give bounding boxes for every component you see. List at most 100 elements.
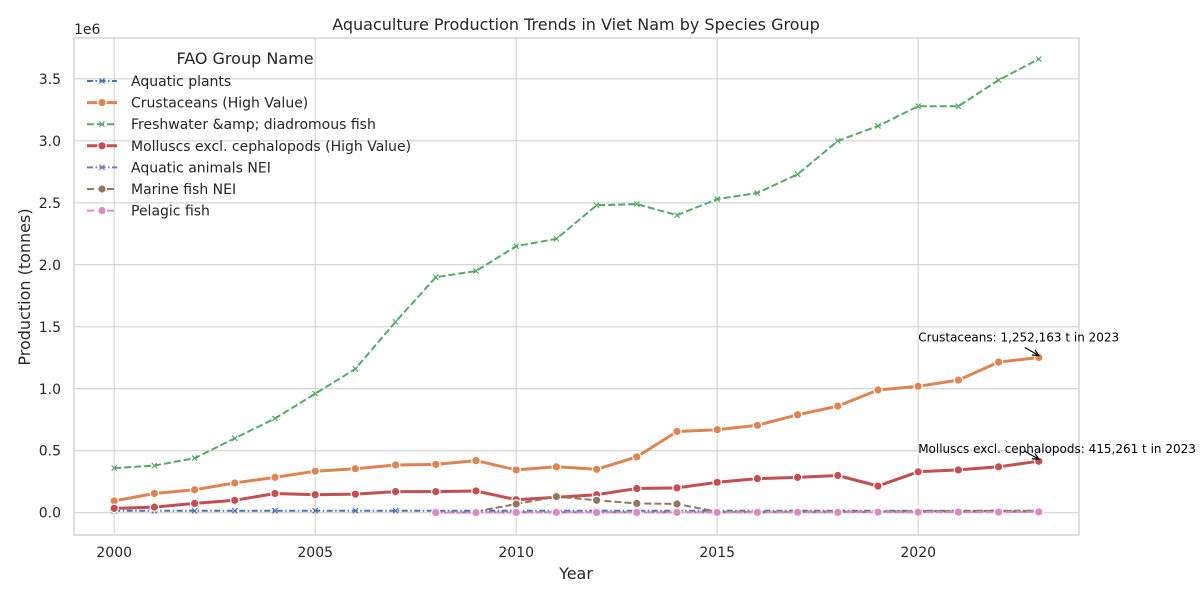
data-point	[955, 103, 962, 110]
data-point	[913, 466, 923, 477]
legend-marker	[97, 97, 107, 108]
data-point	[271, 507, 279, 514]
data-point	[712, 477, 722, 488]
data-point	[191, 455, 198, 462]
data-point	[350, 489, 361, 499]
annotations: Crustaceans: 1,252,163 t in 2023 Molluscs…	[918, 331, 1196, 460]
data-point	[873, 481, 883, 491]
data-point	[551, 491, 562, 502]
annotation-text: Crustaceans: 1,252,163 t in 2023	[918, 331, 1119, 345]
legend-item-aquatic-animals-nei: Aquatic animals NEI	[87, 160, 271, 176]
data-point	[672, 426, 682, 437]
legend-label: Aquatic plants	[131, 74, 231, 90]
legend-title: FAO Group Name	[176, 49, 313, 68]
data-point	[151, 462, 158, 469]
legend: FAO Group Name Aquatic plants Crustaceans…	[87, 49, 411, 220]
data-point	[392, 507, 399, 514]
y-tick-label: 1.5	[39, 320, 61, 336]
data-point	[591, 464, 602, 475]
data-point	[631, 483, 642, 494]
legend-marker	[97, 205, 107, 216]
data-point	[953, 507, 964, 517]
data-point	[832, 401, 843, 411]
data-point	[312, 507, 319, 514]
data-point	[352, 507, 359, 514]
data-point	[553, 235, 560, 242]
data-point	[191, 507, 198, 514]
grid-lines	[74, 38, 1079, 535]
data-point	[752, 507, 763, 518]
data-point	[673, 212, 681, 219]
plot-frame	[73, 37, 1080, 536]
data-point	[109, 503, 119, 514]
legend-item-aquatic-plants: Aquatic plants	[87, 74, 231, 90]
data-point	[672, 483, 682, 493]
x-tick-label: 2020	[900, 545, 936, 561]
axis-ticks: 2000 2005 2010 2015 2020 0.0 0.5 1.0 1.5 2.0 2.5 3.…	[39, 72, 936, 561]
series-freshwater-and-diadromous-fish	[111, 56, 1042, 472]
chart-title: Aquaculture Production Trends in Viet Na…	[332, 15, 820, 34]
data-point	[593, 202, 600, 209]
x-tick-label: 2015	[699, 545, 735, 561]
legend-marker	[98, 164, 106, 171]
data-point	[271, 415, 279, 422]
data-point	[714, 196, 721, 203]
series-crustaceans-high-value	[109, 352, 1044, 506]
legend-item-crustaceans-high-value: Crustaceans (High Value)	[87, 96, 308, 112]
data-point	[511, 465, 521, 475]
data-point	[189, 498, 200, 509]
data-point	[631, 507, 642, 518]
data-point	[149, 502, 160, 512]
data-point	[712, 507, 722, 518]
data-point	[430, 507, 441, 518]
data-point	[230, 495, 240, 506]
legend-marker	[97, 141, 107, 151]
y-tick-label: 3.0	[39, 134, 61, 150]
x-tick-label: 2010	[498, 545, 534, 561]
data-point	[633, 201, 640, 208]
legend-marker	[98, 77, 106, 85]
data-point	[752, 420, 763, 431]
data-point	[794, 171, 801, 178]
legend-label: Molluscs excl. cephalopods (High Value)	[131, 139, 411, 155]
data-point	[432, 274, 439, 281]
data-point	[913, 381, 923, 392]
legend-item-marine-fish-nei: Marine fish NEI	[87, 182, 236, 198]
legend-label: Crustaceans (High Value)	[131, 96, 308, 112]
data-point	[511, 499, 521, 509]
data-point	[352, 365, 359, 372]
y-tick-label: 1.0	[39, 382, 61, 398]
legend-label: Pelagic fish	[131, 204, 210, 220]
data-point	[591, 507, 602, 518]
data-point	[471, 507, 481, 518]
series-line	[114, 459, 1040, 510]
data-point	[631, 498, 642, 509]
series-pelagic-fish	[430, 507, 1044, 518]
legend-marker	[98, 121, 106, 128]
data-point	[270, 472, 280, 483]
data-point	[310, 489, 320, 500]
data-point	[392, 318, 399, 325]
legend-item-pelagic-fish: Pelagic fish	[87, 204, 210, 220]
data-point	[993, 507, 1004, 517]
y-axis-label: Production (tonnes)	[15, 208, 34, 365]
data-point	[993, 357, 1004, 367]
data-point	[390, 460, 401, 470]
data-point	[631, 452, 642, 462]
data-point	[752, 473, 763, 484]
data-point	[1035, 56, 1042, 63]
data-point	[873, 507, 883, 517]
data-point	[430, 459, 441, 470]
x-tick-label: 2000	[96, 545, 132, 561]
data-point	[995, 77, 1002, 84]
data-point	[712, 424, 722, 435]
data-point	[471, 455, 481, 466]
legend-item-freshwater-and-diadromous-fish: Freshwater &amp; diadromous fish	[87, 117, 376, 133]
data-point	[915, 103, 922, 110]
data-point	[953, 465, 964, 475]
legend-label: Aquatic animals NEI	[131, 160, 271, 176]
data-point	[792, 472, 803, 483]
y-axis-scale-label: 1e6	[74, 22, 101, 38]
y-tick-label: 2.0	[39, 258, 61, 274]
